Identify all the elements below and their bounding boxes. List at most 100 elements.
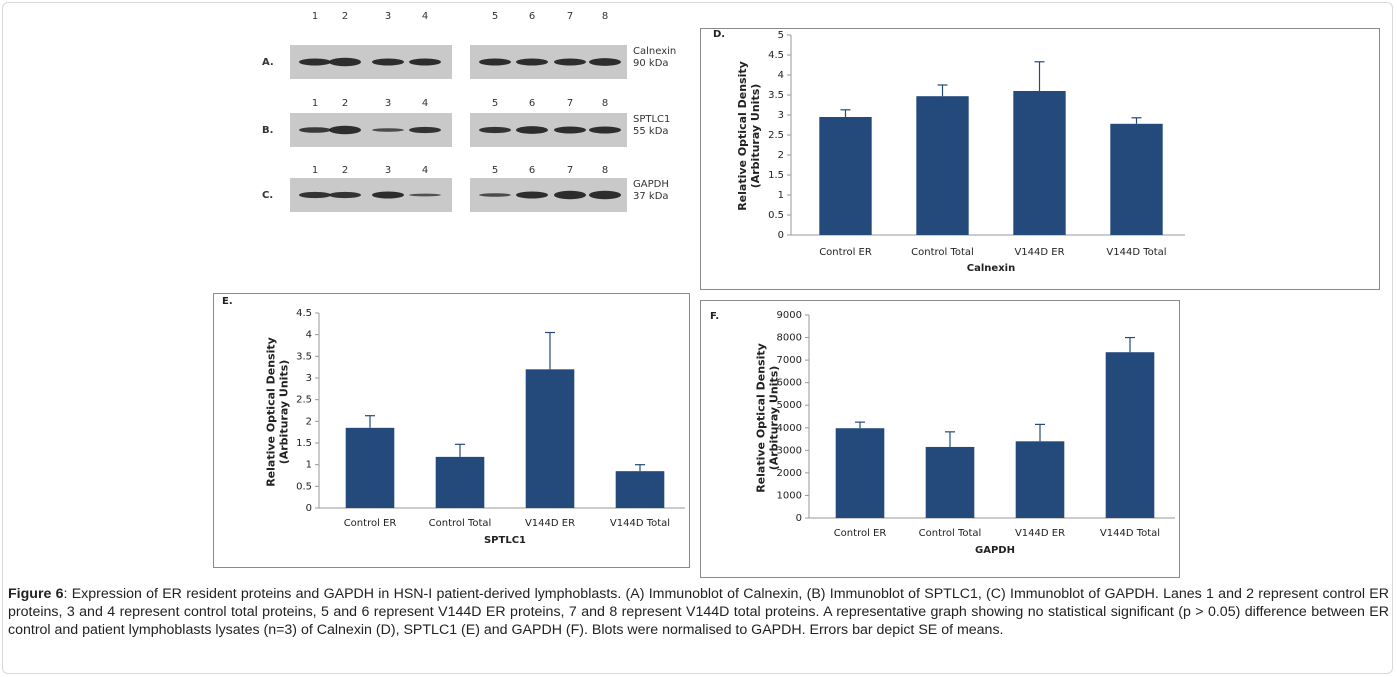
y-tick-label: 4	[306, 330, 312, 341]
x-tick-label: V144D Total	[1106, 247, 1166, 258]
y-tick-label: 2	[306, 416, 312, 427]
y-tick-label: 4.5	[296, 308, 312, 319]
bar	[836, 428, 885, 518]
y-tick-label: 0	[778, 230, 784, 241]
error-bar	[1035, 424, 1045, 441]
lane-number: 1	[312, 165, 318, 176]
lane-number: 8	[602, 165, 608, 176]
y-tick-label: 0	[796, 513, 802, 524]
error-bar	[945, 432, 955, 447]
y-tick-label: 0	[306, 503, 312, 514]
y-tick-label: 2.5	[768, 130, 784, 141]
error-bar	[455, 444, 465, 457]
caption-text: : Expression of ER resident proteins and…	[8, 586, 1389, 638]
lane-number: 3	[385, 98, 391, 109]
lane-number: 7	[567, 165, 573, 176]
bar	[526, 369, 575, 508]
y-tick-label: 2.5	[296, 395, 312, 406]
bar	[1110, 124, 1162, 235]
y-tick-label: 0.5	[768, 210, 784, 221]
blot-band	[554, 191, 586, 199]
blot-band	[589, 127, 621, 134]
protein-name: GAPDH	[633, 179, 669, 190]
blot-band	[409, 59, 441, 66]
y-tick-label: 3	[778, 110, 784, 121]
protein-name: Calnexin	[633, 46, 676, 57]
blot-band	[516, 192, 548, 199]
x-tick-label: V144D Total	[610, 518, 670, 529]
lane-number: 5	[492, 11, 498, 22]
error-bar	[1125, 338, 1135, 353]
blot-label: C.	[262, 190, 273, 201]
bar	[1106, 352, 1155, 518]
bar	[616, 471, 665, 508]
blot-band	[299, 59, 331, 66]
y-tick-label: 3.5	[296, 351, 312, 362]
lane-number: 7	[567, 11, 573, 22]
blot-band	[372, 59, 404, 66]
lane-number: 3	[385, 11, 391, 22]
y-tick-label: 5	[778, 30, 784, 41]
blot-band	[329, 58, 361, 66]
y-axis-title: Relative Optical Density (Arbituray Unit…	[264, 314, 292, 509]
page: A.12345678Calnexin90 kDaB.12345678SPTLC1…	[0, 0, 1397, 677]
y-tick-label: 1	[778, 190, 784, 201]
protein-size: 90 kDa	[633, 58, 669, 69]
blot-band	[409, 127, 441, 133]
x-tick-label: Control Total	[429, 518, 492, 529]
lane-number: 3	[385, 165, 391, 176]
blot-band	[299, 127, 331, 133]
y-tick-label: 0.5	[296, 481, 312, 492]
lane-number: 1	[312, 98, 318, 109]
protein-size: 37 kDa	[633, 191, 669, 202]
x-axis-title: GAPDH	[975, 545, 1015, 556]
panel-label: F.	[710, 311, 719, 322]
x-axis-title: SPTLC1	[484, 535, 526, 546]
error-bar	[545, 333, 555, 370]
blot-band	[329, 126, 361, 134]
x-tick-label: Control ER	[819, 247, 872, 258]
lane-number: 8	[602, 98, 608, 109]
lane-number: 7	[567, 98, 573, 109]
error-bar	[841, 110, 851, 117]
panel-label: E.	[222, 296, 233, 307]
x-tick-label: Control Total	[919, 528, 982, 539]
blot-band	[479, 127, 511, 133]
x-tick-label: V144D ER	[1014, 247, 1064, 258]
blot-band	[516, 126, 548, 134]
lane-number: 4	[422, 11, 428, 22]
x-axis-title: Calnexin	[967, 263, 1015, 274]
y-tick-label: 4	[778, 70, 784, 81]
bar	[1016, 441, 1065, 518]
error-bar	[1035, 62, 1045, 91]
blot-band	[479, 193, 511, 197]
blot-label: A.	[262, 57, 274, 68]
y-tick-label: 1.5	[296, 438, 312, 449]
caption-label: Figure 6	[8, 586, 64, 602]
protein-name: SPTLC1	[633, 114, 670, 125]
blot-band	[299, 192, 331, 198]
blot-band	[372, 128, 404, 132]
lane-number: 4	[422, 165, 428, 176]
y-tick-label: 4.5	[768, 50, 784, 61]
x-tick-label: V144D ER	[525, 518, 575, 529]
lane-number: 2	[342, 11, 348, 22]
lane-number: 4	[422, 98, 428, 109]
x-tick-label: Control ER	[834, 528, 887, 539]
error-bar	[635, 465, 645, 472]
protein-size: 55 kDa	[633, 126, 669, 137]
bar	[346, 428, 395, 508]
chart-panel: D.00.511.522.533.544.55Control ERControl…	[700, 28, 1380, 290]
error-bar	[855, 422, 865, 428]
lane-number: 1	[312, 11, 318, 22]
lane-number: 2	[342, 98, 348, 109]
lane-number: 6	[529, 165, 535, 176]
y-axis-title: Relative Optical Density (Arbituray Unit…	[754, 316, 782, 519]
chart-panel: E.00.511.522.533.544.5Control ERControl …	[213, 293, 690, 568]
x-tick-label: Control Total	[911, 247, 974, 258]
lane-number: 6	[529, 11, 535, 22]
blot-band	[409, 194, 441, 197]
